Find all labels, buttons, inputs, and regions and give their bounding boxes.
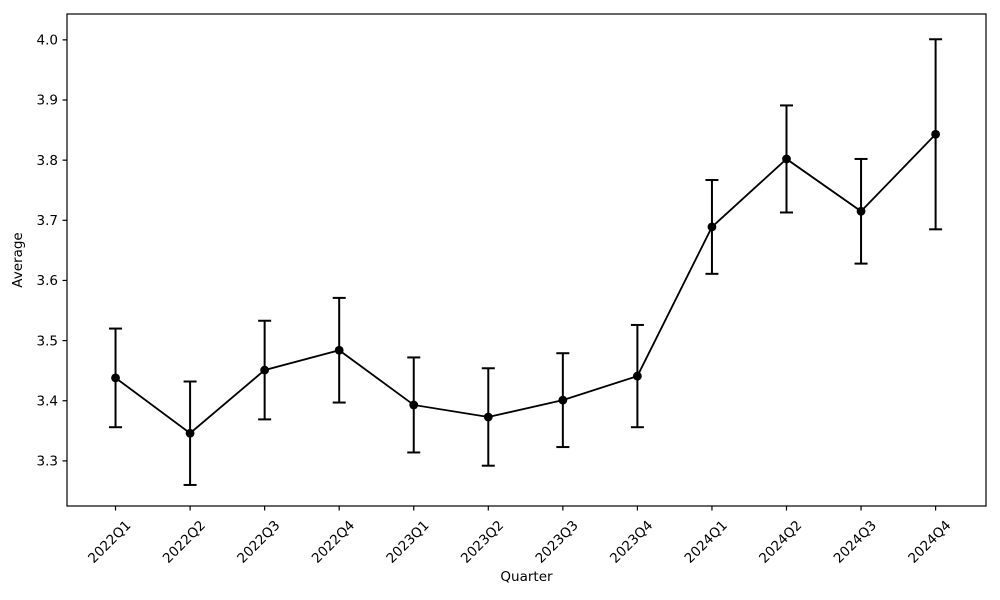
data-point-marker <box>260 365 270 375</box>
y-tick-label: 3.6 <box>37 273 58 289</box>
y-tick-label: 3.9 <box>37 93 58 109</box>
x-tick-label: 2024Q4 <box>905 518 954 567</box>
y-axis-label: Average <box>10 232 26 287</box>
data-point-marker <box>409 400 419 410</box>
data-point-marker <box>558 395 568 405</box>
data-point-marker <box>185 428 195 438</box>
y-tick-label: 4.0 <box>37 33 58 49</box>
data-series <box>109 38 943 486</box>
plot-frame <box>66 13 987 507</box>
x-tick-label: 2023Q2 <box>458 518 507 567</box>
x-tick-label: 2022Q3 <box>234 518 283 567</box>
plot-frame-group <box>66 13 987 507</box>
x-tick-label: 2024Q1 <box>682 518 731 567</box>
x-tick-label: 2023Q3 <box>532 518 581 567</box>
x-tick-label: 2022Q4 <box>309 518 358 567</box>
data-point-marker <box>707 222 717 232</box>
y-tick-label: 3.4 <box>37 393 58 409</box>
x-tick-label: 2024Q2 <box>756 518 805 567</box>
data-point-marker <box>931 129 941 139</box>
data-point-marker <box>856 206 866 216</box>
y-tick-label: 3.5 <box>37 333 58 349</box>
x-axis-label: Quarter <box>500 569 553 585</box>
x-tick-label: 2024Q3 <box>831 518 880 567</box>
y-tick-label: 3.8 <box>37 153 58 169</box>
data-point-marker <box>334 345 344 355</box>
y-tick-label: 3.7 <box>37 213 58 229</box>
axes-ticks: 3.3 3.4 3.5 3.6 3.7 3.8 3.9 4.0 2022Q1 2022Q2 2022… <box>37 33 955 567</box>
x-tick-label: 2023Q1 <box>383 518 432 567</box>
x-tick-label: 2022Q1 <box>85 518 134 567</box>
x-tick-label: 2022Q2 <box>160 518 209 567</box>
x-tick-label: 2023Q4 <box>607 518 656 567</box>
data-point-marker <box>483 412 493 422</box>
series-line <box>114 133 937 435</box>
y-tick-label: 3.3 <box>37 454 58 470</box>
data-point-marker <box>782 154 791 164</box>
data-point-marker <box>111 373 120 383</box>
data-point-marker <box>632 371 642 381</box>
